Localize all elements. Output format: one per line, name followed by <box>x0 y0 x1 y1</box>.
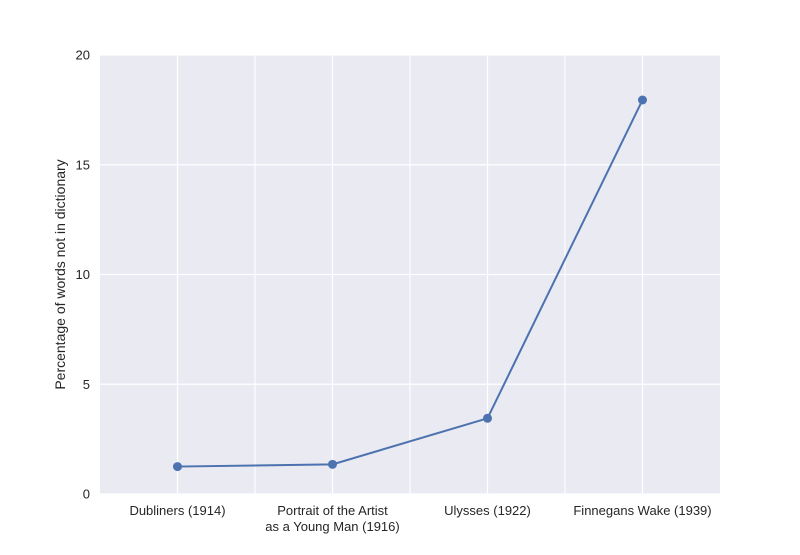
y-tick-label: 0 <box>83 487 90 502</box>
data-point <box>173 462 182 472</box>
x-tick-label: Finnegans Wake (1939) <box>573 503 711 518</box>
y-tick-label: 15 <box>76 157 90 172</box>
x-tick-label: Dubliners (1914) <box>129 503 225 518</box>
data-point <box>328 459 337 469</box>
series-layer <box>173 95 647 472</box>
x-tick-labels: Dubliners (1914) Portrait of the Artist as… <box>129 503 711 534</box>
y-tick-label: 5 <box>83 377 90 392</box>
y-tick-labels: 0 5 10 15 20 <box>76 48 90 502</box>
series-line <box>177 99 644 468</box>
y-axis-label: Percentage of words not in dictionary <box>52 159 68 389</box>
y-tick-label: 20 <box>76 48 90 63</box>
x-tick-label: Ulysses (1922) <box>444 503 531 518</box>
data-point <box>483 413 492 423</box>
x-tick-label: Portrait of the Artist as a Young Man (19… <box>265 503 399 534</box>
y-tick-label: 10 <box>76 267 90 282</box>
data-point <box>638 95 647 105</box>
grid-lines <box>100 54 720 495</box>
